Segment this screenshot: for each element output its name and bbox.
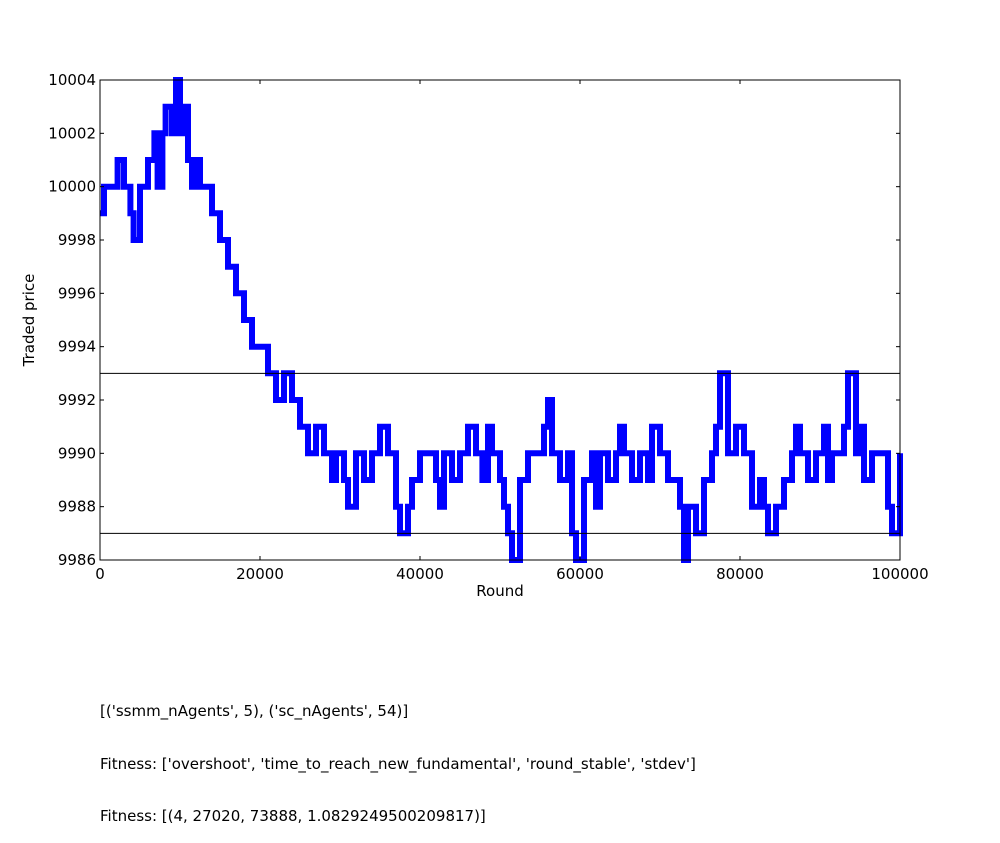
series-layer [100, 77, 903, 563]
x-tick-label: 40000 [396, 565, 444, 583]
y-tick-label: 10004 [48, 71, 96, 89]
caption-params: [('ssmm_nAgents', 5), ('sc_nAgents', 54)… [100, 702, 409, 720]
y-tick-label: 9992 [58, 391, 96, 409]
y-tick-label: 9996 [58, 284, 96, 302]
y-tick-label: 10000 [48, 178, 96, 196]
y-tick-label: 9986 [58, 551, 96, 569]
y-tick-label: 9994 [58, 338, 96, 356]
plot-frame [99, 79, 901, 561]
x-tick-label: 60000 [556, 565, 604, 583]
x-tick-label: 80000 [716, 565, 764, 583]
x-tick-label: 20000 [236, 565, 284, 583]
y-axis-label: Traded price [20, 274, 38, 368]
x-tick-label: 0 [95, 565, 105, 583]
series-line-0 [100, 77, 903, 563]
y-tick-label: 9990 [58, 444, 96, 462]
caption-fitness-values: Fitness: [(4, 27020, 73888, 1.0829249500… [100, 807, 486, 825]
axis-ticks: 0 20000 40000 60000 80000 100000 9986 9988 9990 9… [48, 71, 928, 583]
y-tick-label: 10002 [48, 124, 96, 142]
reference-lines [100, 372, 900, 534]
line-chart: 0 20000 40000 60000 80000 100000 9986 9988 9990 9… [20, 71, 929, 600]
x-tick-label: 100000 [871, 565, 928, 583]
figure-canvas: 0 20000 40000 60000 80000 100000 9986 9988 9990 9… [20, 71, 929, 600]
y-tick-label: 9998 [58, 231, 96, 249]
caption-block: [('ssmm_nAgents', 5), ('sc_nAgents', 54)… [100, 668, 696, 843]
y-tick-label: 9988 [58, 498, 96, 516]
x-axis-label: Round [476, 582, 523, 600]
caption-fitness-names: Fitness: ['overshoot', 'time_to_reach_ne… [100, 754, 696, 773]
